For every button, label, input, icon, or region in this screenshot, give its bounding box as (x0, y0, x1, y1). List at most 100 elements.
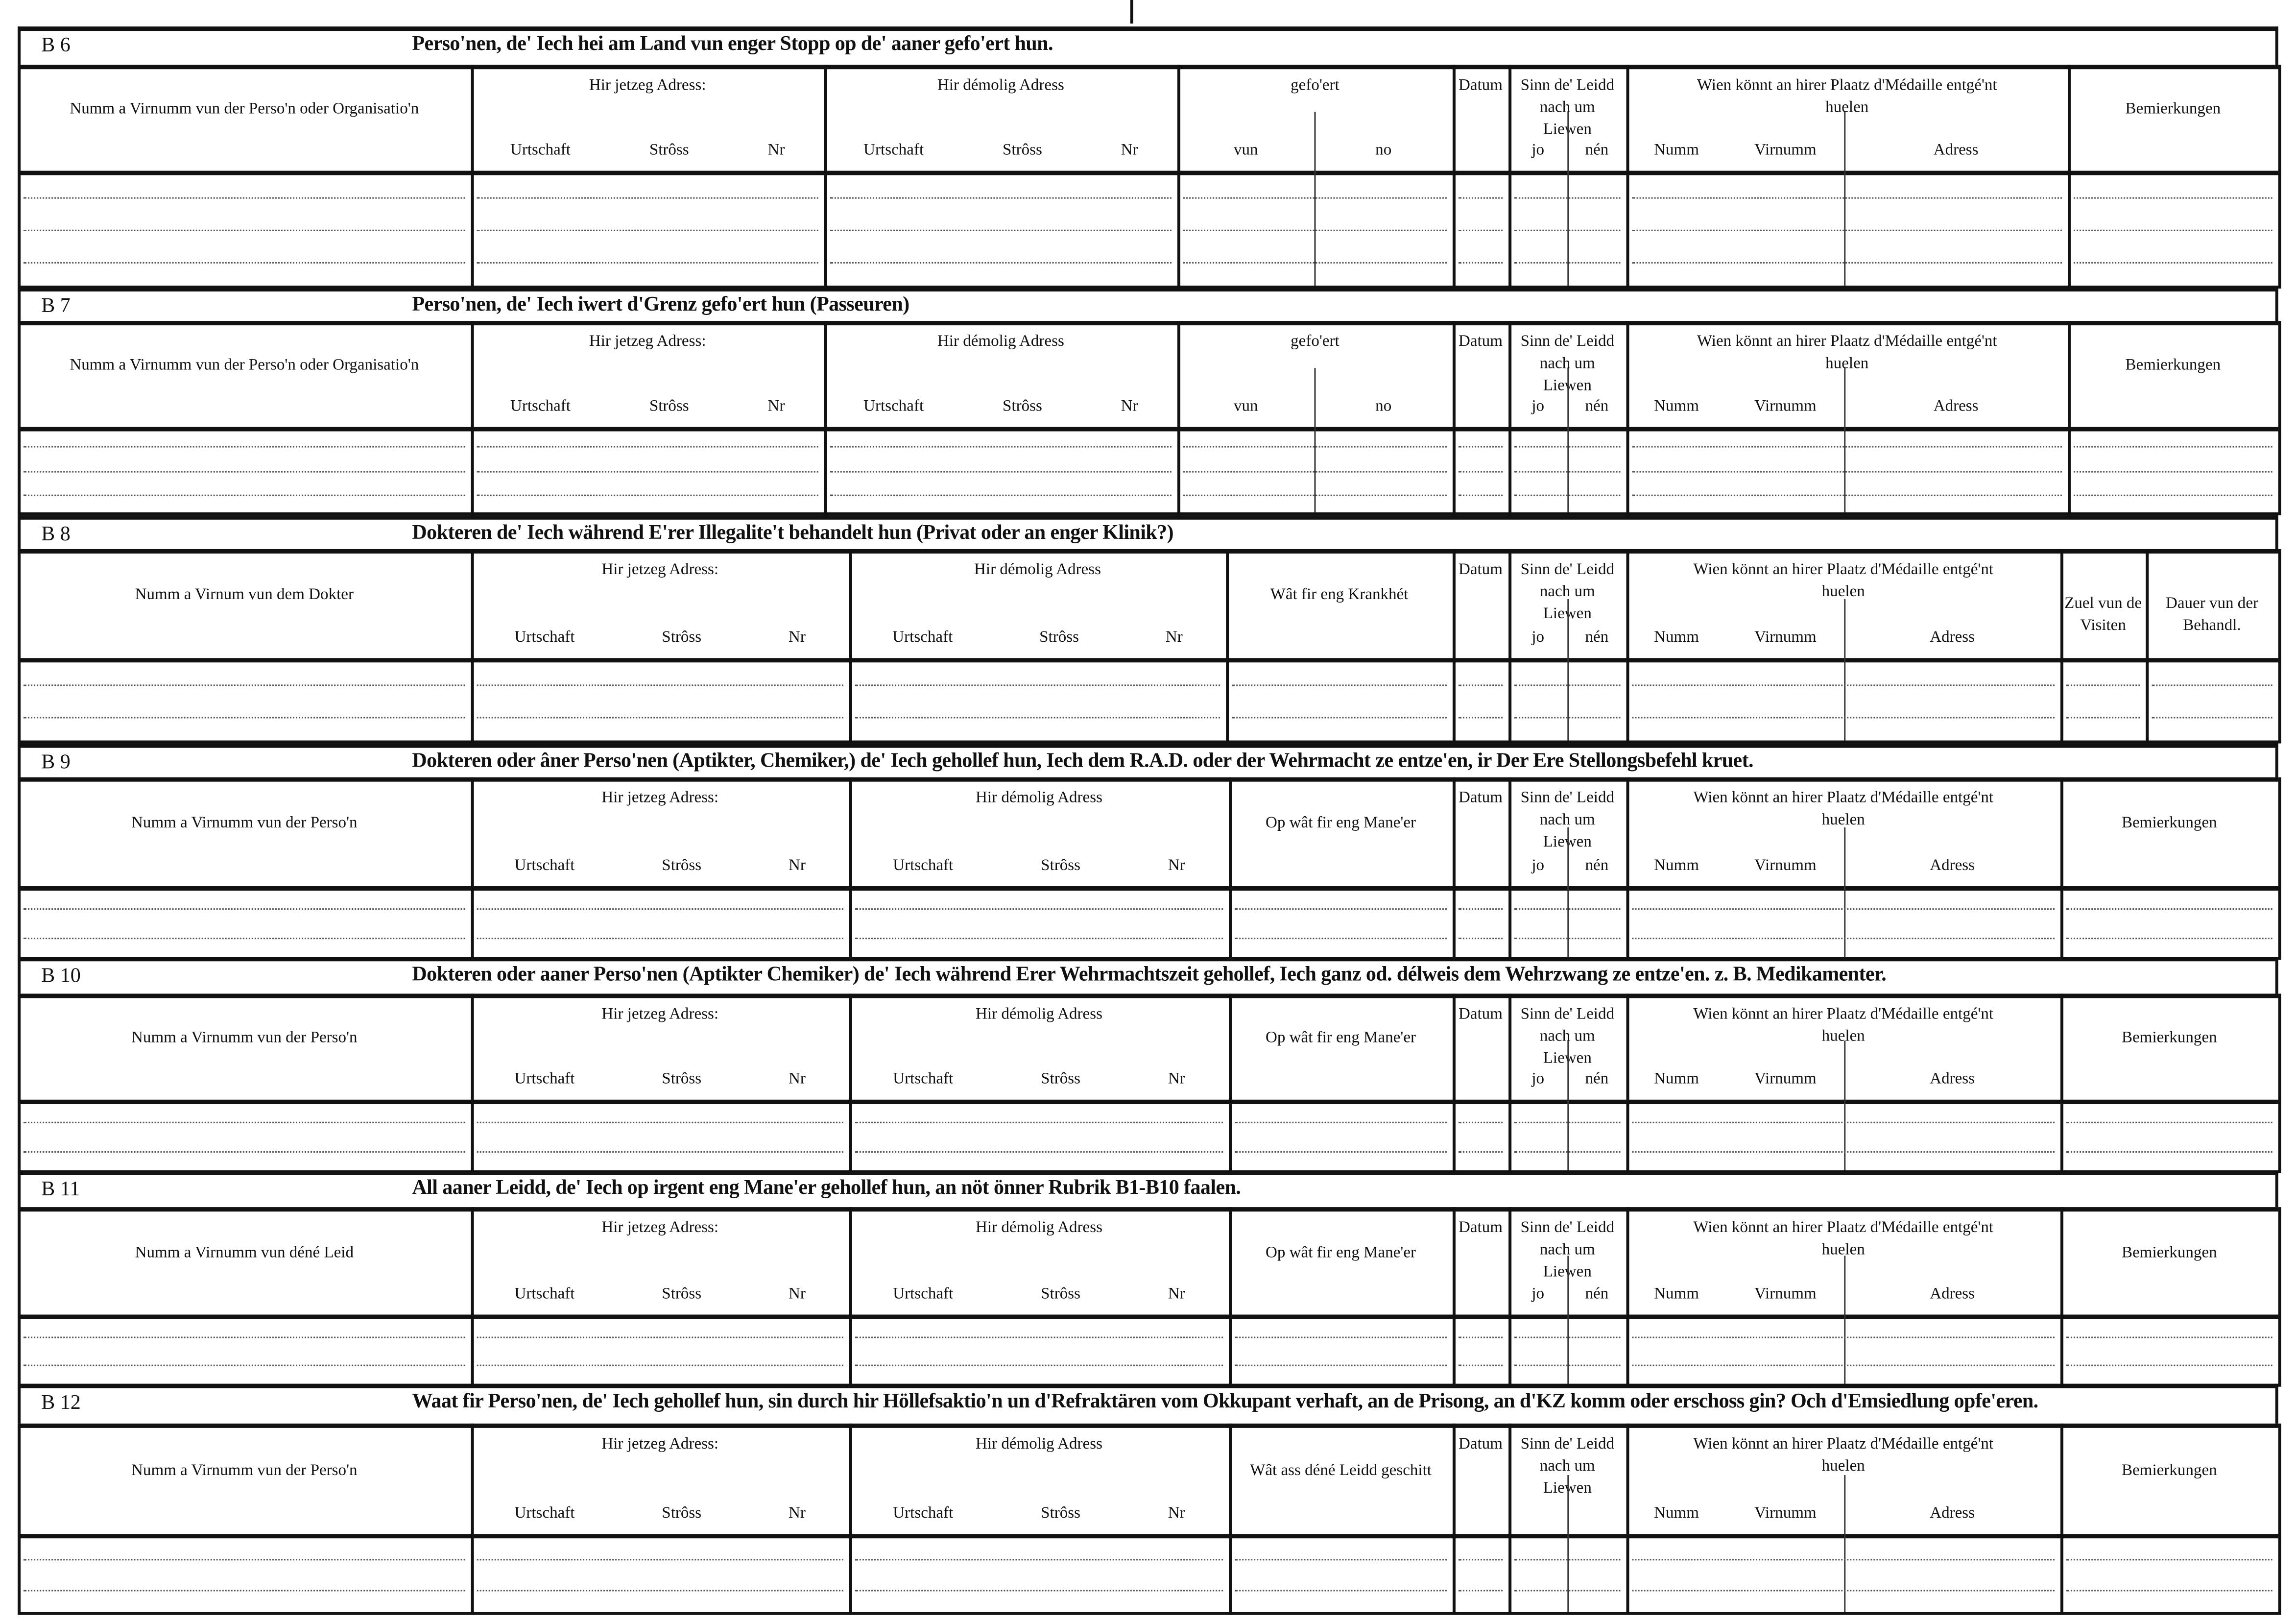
entry-line[interactable] (1458, 495, 1503, 497)
entry-line[interactable] (2074, 446, 2272, 448)
entry-line[interactable] (477, 471, 818, 473)
entry-line[interactable] (1458, 1590, 1503, 1592)
entry-line[interactable] (1632, 1590, 2055, 1592)
entry-line[interactable] (855, 1364, 1223, 1366)
entry-line[interactable] (1458, 230, 1503, 232)
entry-line[interactable] (1235, 1559, 1447, 1561)
entry-line[interactable] (1632, 909, 2055, 911)
entry-line[interactable] (24, 684, 465, 686)
entry-line[interactable] (1632, 1150, 2055, 1152)
entry-line[interactable] (24, 717, 465, 719)
entry-line[interactable] (1632, 1336, 2055, 1338)
entry-line[interactable] (1514, 1122, 1621, 1124)
entry-line[interactable] (1514, 909, 1621, 911)
entry-line[interactable] (1458, 1150, 1503, 1152)
entry-line[interactable] (2152, 717, 2272, 719)
entry-line[interactable] (1514, 1336, 1621, 1338)
entry-line[interactable] (2066, 684, 2140, 686)
entry-line[interactable] (1235, 909, 1447, 911)
entry-line[interactable] (1458, 1364, 1503, 1366)
entry-line[interactable] (477, 909, 843, 911)
entry-line[interactable] (830, 446, 1172, 448)
entry-line[interactable] (2066, 909, 2272, 911)
entry-line[interactable] (1458, 717, 1503, 719)
entry-line[interactable] (1183, 230, 1447, 232)
entry-line[interactable] (24, 1122, 465, 1124)
entry-line[interactable] (2066, 1336, 2272, 1338)
entry-line[interactable] (1235, 1364, 1447, 1366)
entry-line[interactable] (1632, 717, 2055, 719)
entry-line[interactable] (477, 937, 843, 939)
entry-line[interactable] (1514, 1150, 1621, 1152)
entry-line[interactable] (830, 263, 1172, 265)
entry-line[interactable] (830, 495, 1172, 497)
entry-line[interactable] (1632, 684, 2055, 686)
entry-line[interactable] (477, 230, 818, 232)
entry-line[interactable] (1632, 937, 2055, 939)
entry-line[interactable] (1183, 446, 1447, 448)
entry-line[interactable] (855, 1150, 1223, 1152)
entry-line[interactable] (1458, 263, 1503, 265)
entry-line[interactable] (1458, 684, 1503, 686)
entry-line[interactable] (1514, 1590, 1621, 1592)
entry-line[interactable] (24, 263, 465, 265)
entry-line[interactable] (855, 1336, 1223, 1338)
entry-line[interactable] (1514, 1364, 1621, 1366)
entry-line[interactable] (1632, 230, 2062, 232)
entry-line[interactable] (1183, 263, 1447, 265)
entry-line[interactable] (24, 197, 465, 199)
entry-line[interactable] (24, 230, 465, 232)
entry-line[interactable] (2066, 937, 2272, 939)
entry-line[interactable] (855, 909, 1223, 911)
entry-line[interactable] (1458, 937, 1503, 939)
entry-line[interactable] (1514, 1559, 1621, 1561)
entry-line[interactable] (2066, 717, 2140, 719)
entry-line[interactable] (2074, 197, 2272, 199)
entry-line[interactable] (1632, 1559, 2055, 1561)
entry-line[interactable] (2066, 1150, 2272, 1152)
entry-line[interactable] (24, 1590, 465, 1592)
entry-line[interactable] (24, 446, 465, 448)
entry-line[interactable] (1183, 495, 1447, 497)
entry-line[interactable] (1632, 197, 2062, 199)
entry-line[interactable] (1235, 1150, 1447, 1152)
entry-line[interactable] (477, 197, 818, 199)
entry-line[interactable] (1514, 495, 1621, 497)
entry-line[interactable] (2066, 1559, 2272, 1561)
entry-line[interactable] (855, 937, 1223, 939)
entry-line[interactable] (1632, 495, 2062, 497)
entry-line[interactable] (477, 495, 818, 497)
entry-line[interactable] (1632, 446, 2062, 448)
entry-line[interactable] (2152, 684, 2272, 686)
entry-line[interactable] (1632, 1122, 2055, 1124)
entry-line[interactable] (1183, 471, 1447, 473)
entry-line[interactable] (1632, 471, 2062, 473)
entry-line[interactable] (477, 1590, 843, 1592)
entry-line[interactable] (1235, 1336, 1447, 1338)
entry-line[interactable] (1458, 1559, 1503, 1561)
entry-line[interactable] (1458, 197, 1503, 199)
entry-line[interactable] (2066, 1122, 2272, 1124)
entry-line[interactable] (1232, 717, 1447, 719)
entry-line[interactable] (855, 1590, 1223, 1592)
entry-line[interactable] (2074, 230, 2272, 232)
entry-line[interactable] (2066, 1364, 2272, 1366)
entry-line[interactable] (24, 1559, 465, 1561)
entry-line[interactable] (24, 909, 465, 911)
entry-line[interactable] (1514, 937, 1621, 939)
entry-line[interactable] (24, 937, 465, 939)
entry-line[interactable] (477, 1150, 843, 1152)
entry-line[interactable] (477, 717, 843, 719)
entry-line[interactable] (24, 1364, 465, 1366)
entry-line[interactable] (2066, 1590, 2272, 1592)
entry-line[interactable] (1514, 263, 1621, 265)
entry-line[interactable] (477, 1122, 843, 1124)
entry-line[interactable] (2074, 495, 2272, 497)
entry-line[interactable] (1458, 1122, 1503, 1124)
entry-line[interactable] (1183, 197, 1447, 199)
entry-line[interactable] (477, 1364, 843, 1366)
entry-line[interactable] (855, 684, 1220, 686)
entry-line[interactable] (24, 1150, 465, 1152)
entry-line[interactable] (1514, 471, 1621, 473)
entry-line[interactable] (1514, 230, 1621, 232)
